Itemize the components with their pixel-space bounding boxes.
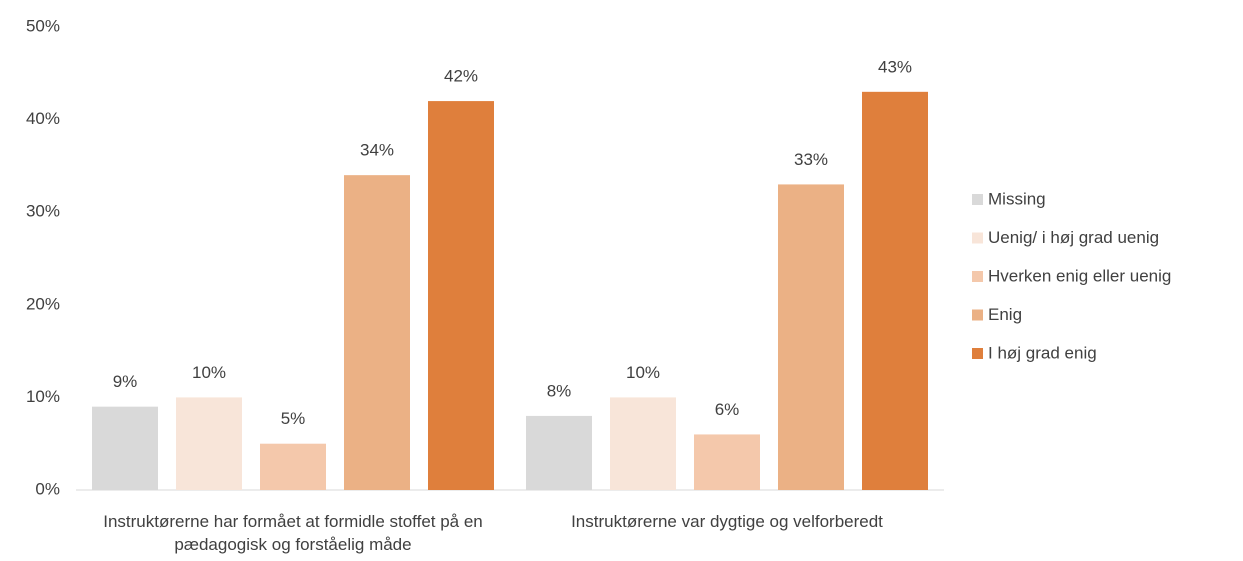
legend-label: I høj grad enig xyxy=(988,343,1097,362)
data-label: 33% xyxy=(794,150,828,169)
data-label: 10% xyxy=(192,363,226,382)
legend-label: Missing xyxy=(988,189,1046,208)
data-label: 34% xyxy=(360,141,394,160)
bar xyxy=(694,434,760,490)
y-tick-label: 0% xyxy=(35,479,60,498)
bar xyxy=(176,397,242,490)
data-label: 10% xyxy=(626,363,660,382)
y-tick-label: 40% xyxy=(26,109,60,128)
y-tick-label: 30% xyxy=(26,202,60,221)
data-label: 8% xyxy=(547,381,572,400)
legend-swatch xyxy=(972,194,983,205)
x-tick-label: Instruktørerne har formået at formidle s… xyxy=(103,512,483,554)
bar xyxy=(428,101,494,490)
bar xyxy=(526,415,592,490)
data-label: 43% xyxy=(878,57,912,76)
legend-swatch xyxy=(972,309,983,321)
bar xyxy=(778,184,844,491)
legend-swatch xyxy=(972,271,983,282)
legend-label: Uenig/ i høj grad uenig xyxy=(988,228,1159,247)
legend-label: Hverken enig eller uenig xyxy=(988,266,1171,285)
legend-label: Enig xyxy=(988,305,1022,324)
bar xyxy=(610,397,676,490)
bar xyxy=(344,175,410,490)
bar xyxy=(260,443,326,490)
bar xyxy=(92,406,158,490)
data-label: 6% xyxy=(715,400,740,419)
y-tick-label: 10% xyxy=(26,387,60,406)
x-tick-label: Instruktørerne var dygtige og velforbere… xyxy=(571,512,883,531)
legend-swatch xyxy=(972,232,983,244)
data-label: 5% xyxy=(281,409,306,428)
y-tick-label: 50% xyxy=(26,16,60,35)
y-tick-label: 20% xyxy=(26,294,60,313)
bar xyxy=(862,91,928,490)
legend-swatch xyxy=(972,348,983,359)
data-label: 9% xyxy=(113,372,138,391)
data-label: 42% xyxy=(444,67,478,86)
